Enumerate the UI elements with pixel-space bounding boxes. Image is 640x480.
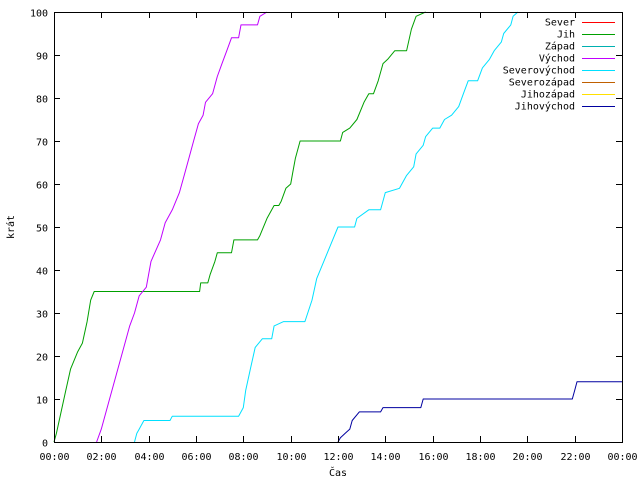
series-line-severovýchod [134,11,519,443]
x-tick-label: 06:00 [181,452,211,463]
legend-label: Jihovýchod [515,101,575,113]
y-tick-label: 80 [36,95,48,106]
x-tick-label: 16:00 [418,452,448,463]
x-tick-label: 14:00 [370,452,400,463]
x-tick-label: 02:00 [86,452,116,463]
x-tick-label: 04:00 [134,452,164,463]
x-tick-label: 12:00 [323,452,353,463]
series-layer [53,11,622,443]
legend: SeverJihZápadVýchodSeverovýchodSeverozáp… [503,18,615,113]
legend-label: Východ [539,53,575,65]
x-tick-label: 10:00 [276,452,306,463]
y-tick-label: 30 [36,310,48,321]
y-axis-label: krát [5,215,17,239]
y-tick-label: 50 [36,224,48,235]
x-tick-label: 08:00 [228,452,258,463]
y-tick-label: 90 [36,52,48,63]
x-tick-label: 00:00 [39,452,69,463]
legend-label: Jihozápad [521,89,575,101]
y-tick-label: 20 [36,353,48,364]
x-axis-label: Čas [329,466,347,479]
y-tick-label: 70 [36,138,48,149]
y-tick-label: 100 [30,9,48,20]
legend-label: Jih [557,30,575,41]
y-tick-label: 60 [36,181,48,192]
x-tick-label: 22:00 [560,452,590,463]
x-tick-label: 00:00 [607,452,637,463]
x-tick-label: 18:00 [465,452,495,463]
legend-label: Sever [545,18,575,29]
series-line-jih [53,11,426,443]
legend-label: Severozápad [509,77,575,89]
tick-layer: 0 10 20 30 40 50 60 70 80 90 100 00:00 02:00 04:00 06:… [30,9,638,464]
series-line-jihovýchod [337,381,622,443]
x-tick-label: 20:00 [512,452,542,463]
series-line-východ [96,11,268,443]
y-tick-label: 0 [42,439,48,450]
legend-label: Severovýchod [503,65,575,77]
y-tick-label: 10 [36,396,48,407]
y-tick-label: 40 [36,267,48,278]
legend-label: Západ [545,41,575,53]
